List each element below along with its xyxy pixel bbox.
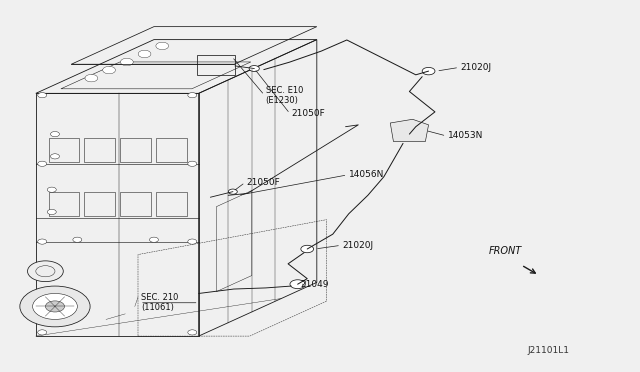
Circle shape: [249, 65, 259, 71]
Text: 14056N: 14056N: [349, 170, 384, 179]
Circle shape: [102, 66, 115, 74]
Circle shape: [188, 330, 196, 335]
Circle shape: [20, 286, 90, 327]
Circle shape: [422, 67, 435, 75]
Circle shape: [73, 237, 82, 242]
Circle shape: [138, 50, 151, 58]
Circle shape: [228, 189, 237, 194]
Circle shape: [38, 93, 47, 98]
Text: SEC. E10
(E1230): SEC. E10 (E1230): [266, 86, 303, 105]
Circle shape: [38, 161, 47, 166]
Circle shape: [51, 132, 60, 137]
Circle shape: [47, 209, 56, 215]
Circle shape: [38, 330, 47, 335]
Circle shape: [45, 301, 65, 312]
Text: 14053N: 14053N: [448, 131, 483, 141]
Circle shape: [301, 245, 314, 253]
Text: FRONT: FRONT: [488, 246, 522, 256]
Circle shape: [28, 261, 63, 282]
Circle shape: [156, 42, 169, 49]
Text: SEC. 210
(11061): SEC. 210 (11061): [141, 293, 179, 312]
Polygon shape: [390, 119, 429, 141]
Text: 21020J: 21020J: [461, 63, 492, 72]
Circle shape: [47, 187, 56, 192]
Circle shape: [51, 154, 60, 159]
Circle shape: [38, 239, 47, 244]
Circle shape: [290, 280, 305, 289]
Text: J21101L1: J21101L1: [527, 346, 569, 355]
Circle shape: [188, 93, 196, 98]
Circle shape: [188, 239, 196, 244]
Text: 21050F: 21050F: [291, 109, 325, 118]
Circle shape: [150, 237, 159, 242]
Circle shape: [85, 74, 98, 82]
Text: 21050F: 21050F: [246, 178, 280, 187]
Text: 21049: 21049: [301, 280, 330, 289]
Circle shape: [33, 294, 77, 320]
Text: 21020J: 21020J: [342, 241, 374, 250]
Circle shape: [120, 58, 133, 66]
Circle shape: [188, 161, 196, 166]
